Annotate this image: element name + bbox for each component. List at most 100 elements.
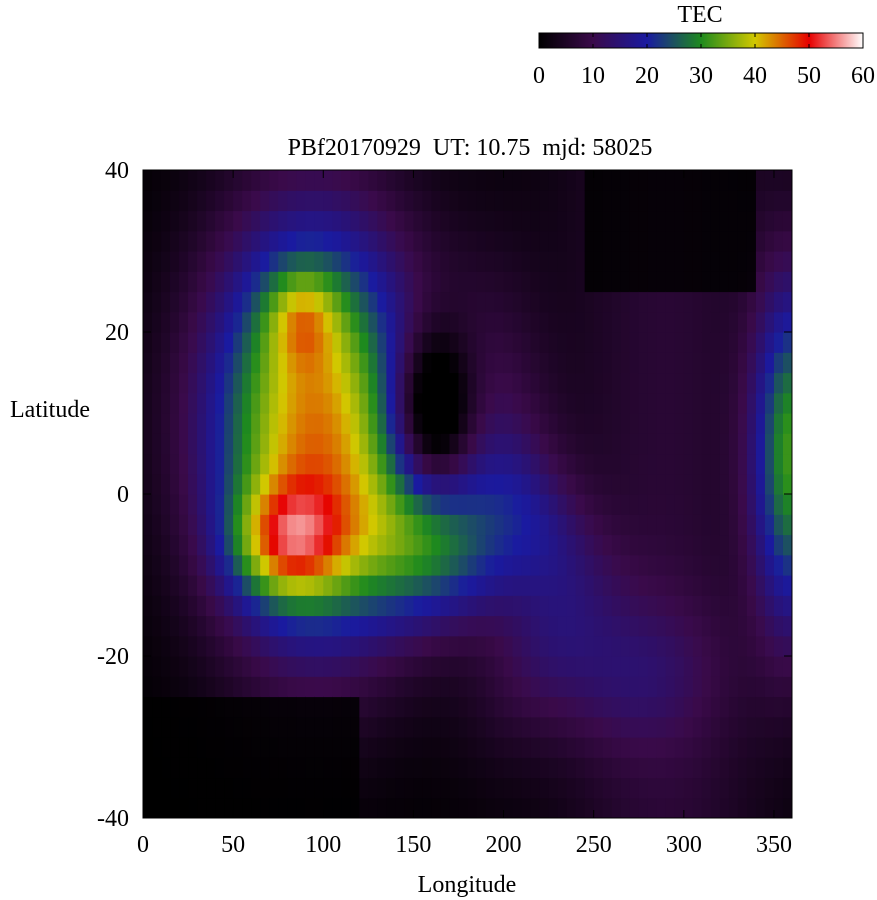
heatmap-cell bbox=[593, 271, 604, 293]
heatmap-cell bbox=[287, 757, 297, 779]
heatmap-cell bbox=[161, 635, 171, 657]
heatmap-cell bbox=[620, 514, 631, 536]
heatmap-cell bbox=[647, 696, 658, 718]
heatmap-cell bbox=[593, 696, 604, 718]
heatmap-cell bbox=[755, 696, 766, 718]
heatmap-cell bbox=[305, 372, 315, 394]
heatmap-cell bbox=[521, 210, 532, 232]
heatmap-cell bbox=[530, 170, 541, 191]
heatmap-cell bbox=[575, 332, 586, 353]
heatmap-cell bbox=[476, 716, 487, 738]
heatmap-cell bbox=[395, 352, 405, 374]
heatmap-cell bbox=[305, 210, 315, 232]
heatmap-cell bbox=[395, 534, 405, 556]
heatmap-cell bbox=[188, 696, 198, 718]
heatmap-cell bbox=[161, 757, 171, 779]
heatmap-cell bbox=[341, 433, 351, 455]
heatmap-cell bbox=[215, 392, 225, 414]
heatmap-cell bbox=[188, 514, 198, 536]
heatmap-cell bbox=[629, 473, 640, 495]
heatmap-cell bbox=[278, 716, 288, 738]
heatmap-cell bbox=[359, 656, 369, 677]
heatmap-cell bbox=[215, 210, 225, 232]
heatmap-cell bbox=[296, 352, 306, 374]
heatmap-cell bbox=[440, 473, 451, 495]
heatmap-cell bbox=[314, 190, 324, 212]
heatmap-cell bbox=[557, 757, 568, 779]
heatmap-cell bbox=[296, 554, 306, 576]
heatmap-cell bbox=[260, 291, 270, 313]
heatmap-cell bbox=[566, 595, 577, 617]
heatmap-cell bbox=[746, 696, 757, 718]
heatmap-cell bbox=[593, 676, 604, 698]
heatmap-cell bbox=[737, 453, 748, 475]
heatmap-cell bbox=[503, 595, 514, 617]
heatmap-cell bbox=[467, 757, 478, 779]
heatmap-cell bbox=[359, 190, 369, 212]
heatmap-cell bbox=[782, 737, 792, 758]
heatmap-cell bbox=[152, 757, 162, 779]
heatmap-cell bbox=[746, 514, 757, 536]
heatmap-cell bbox=[476, 696, 487, 718]
heatmap-cell bbox=[602, 514, 613, 536]
heatmap-cell bbox=[368, 453, 378, 475]
heatmap-cell bbox=[773, 311, 784, 333]
heatmap-cell bbox=[395, 291, 405, 313]
heatmap-cell bbox=[773, 696, 784, 718]
heatmap-cell bbox=[188, 575, 198, 596]
heatmap-cell bbox=[260, 595, 270, 617]
heatmap-cell bbox=[422, 473, 433, 495]
heatmap-cell bbox=[179, 534, 189, 556]
heatmap-cell bbox=[683, 453, 694, 475]
heatmap-cell bbox=[692, 352, 703, 374]
heatmap-cell bbox=[386, 696, 396, 718]
heatmap-cell bbox=[548, 757, 559, 779]
heatmap-cell bbox=[575, 615, 586, 637]
heatmap-cell bbox=[413, 575, 424, 596]
heatmap-cell bbox=[449, 271, 460, 293]
heatmap-cell bbox=[476, 190, 487, 212]
heatmap-cell bbox=[368, 696, 378, 718]
heatmap-cell bbox=[287, 777, 297, 799]
heatmap-cell bbox=[287, 554, 297, 576]
heatmap-cell bbox=[539, 757, 550, 779]
heatmap-cell bbox=[332, 656, 342, 677]
heatmap-cell bbox=[602, 716, 613, 738]
heatmap-cell bbox=[755, 635, 766, 657]
heatmap-cell bbox=[674, 534, 685, 556]
heatmap-cell bbox=[701, 190, 712, 212]
heatmap-cell bbox=[557, 797, 568, 818]
heatmap-cell bbox=[782, 473, 792, 495]
heatmap-cell bbox=[647, 575, 658, 596]
heatmap-cell bbox=[449, 716, 460, 738]
heatmap-cell bbox=[440, 413, 451, 434]
heatmap-cell bbox=[422, 210, 433, 232]
heatmap-cell bbox=[620, 372, 631, 394]
heatmap-cell bbox=[584, 251, 595, 272]
heatmap-cell bbox=[179, 170, 189, 191]
heatmap-cell bbox=[242, 656, 252, 677]
heatmap-cell bbox=[737, 332, 748, 353]
heatmap-cell bbox=[728, 676, 739, 698]
heatmap-cell bbox=[611, 696, 622, 718]
heatmap-cell bbox=[746, 413, 757, 434]
heatmap-cell bbox=[512, 372, 523, 394]
heatmap-cell bbox=[665, 332, 676, 353]
heatmap-cell bbox=[539, 392, 550, 414]
heatmap-cell bbox=[539, 190, 550, 212]
heatmap-cell bbox=[566, 635, 577, 657]
heatmap-cell bbox=[440, 716, 451, 738]
heatmap-cell bbox=[638, 797, 649, 818]
heatmap-cell bbox=[476, 332, 487, 353]
heatmap-cell bbox=[674, 575, 685, 596]
heatmap-cell bbox=[557, 615, 568, 637]
heatmap-cell bbox=[449, 210, 460, 232]
heatmap-cell bbox=[251, 595, 261, 617]
heatmap-cell bbox=[188, 311, 198, 333]
heatmap-cell bbox=[656, 311, 667, 333]
heatmap-cell bbox=[755, 210, 766, 232]
heatmap-cell bbox=[170, 190, 180, 212]
heatmap-cell bbox=[305, 777, 315, 799]
heatmap-cell bbox=[458, 575, 469, 596]
heatmap-cell bbox=[377, 210, 387, 232]
